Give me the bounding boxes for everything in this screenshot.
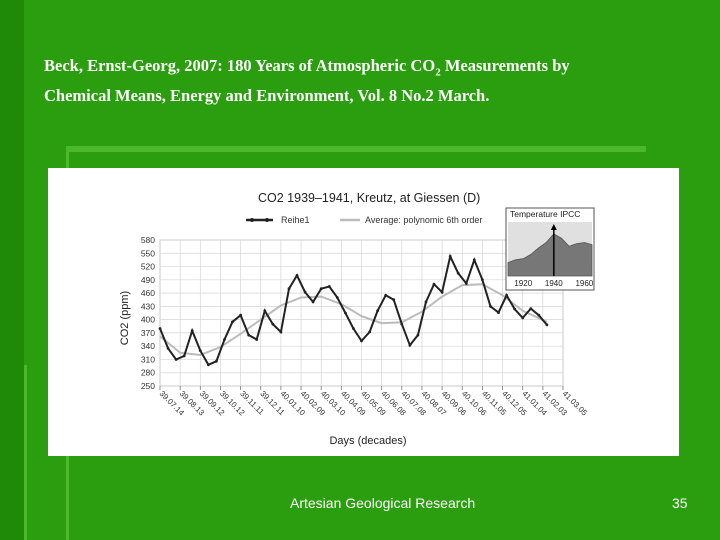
series-reihe1-point xyxy=(182,354,186,358)
series-reihe1-point xyxy=(472,258,476,262)
series-reihe1-point xyxy=(174,358,178,361)
series-reihe1-point xyxy=(497,311,500,314)
series-reihe1-point xyxy=(319,287,323,291)
background-dark-strip xyxy=(0,0,24,540)
series-reihe1-point xyxy=(207,363,210,367)
footer-text: Artesian Geological Research xyxy=(290,495,476,511)
series-reihe1-point xyxy=(424,300,428,304)
chart-panel: CO2 1939–1941, Kreutz, at Giessen (D) Re… xyxy=(48,168,679,456)
chart-title: CO2 1939–1941, Kreutz, at Giessen (D) xyxy=(258,191,480,205)
chart-legend: Reihe1 Average: polynomic 6th order xyxy=(246,215,482,225)
inset-arrow-head xyxy=(550,224,557,230)
series-reihe1-point xyxy=(384,293,388,297)
citation-line2: Chemical Means, Energy and Environment, … xyxy=(44,86,490,106)
series-reihe1-point xyxy=(344,311,347,315)
series-reihe1-point xyxy=(352,327,355,330)
y-tick-label: 250 xyxy=(141,381,155,391)
series-reihe1-point xyxy=(279,330,283,334)
series-reihe1-point xyxy=(255,338,259,341)
series-reihe1-point xyxy=(400,322,404,326)
co2-chart: CO2 1939–1941, Kreutz, at Giessen (D) Re… xyxy=(119,191,595,447)
y-tick-label: 460 xyxy=(141,288,155,298)
y-tick-label: 490 xyxy=(141,275,155,285)
temperature-inset: Temperature IPCC 1920 1940 1960 xyxy=(505,207,595,291)
series-reihe1-point xyxy=(432,282,436,286)
series-reihe1-point xyxy=(198,349,202,352)
series-reihe1-point xyxy=(335,296,339,299)
citation-subscript: 2 xyxy=(435,66,441,79)
y-tick-label: 580 xyxy=(141,235,155,245)
series-reihe1-point xyxy=(311,300,315,304)
series-reihe1-point xyxy=(231,320,234,324)
series-reihe1-point xyxy=(166,347,170,350)
series-reihe1-point xyxy=(287,287,291,291)
y-tick-label: 520 xyxy=(141,262,155,272)
series-reihe1-point xyxy=(505,293,508,297)
inset-title: Temperature IPCC xyxy=(510,209,580,219)
citation-line1-post: Measurements by xyxy=(440,56,570,75)
y-tick-label: 280 xyxy=(141,368,155,378)
series-reihe1-point xyxy=(360,339,363,343)
series-reihe1-point xyxy=(303,290,307,294)
series-reihe1-point xyxy=(489,305,492,308)
y-tick-label: 310 xyxy=(141,354,155,364)
legend-label-average: Average: polynomic 6th order xyxy=(365,215,482,225)
series-reihe1-point xyxy=(327,285,331,288)
background-decor-band xyxy=(66,146,646,152)
series-reihe1-point xyxy=(215,359,218,363)
inset-tick-label: 1920 xyxy=(514,279,532,288)
series-reihe1-point xyxy=(376,309,379,313)
series-reihe1-point xyxy=(481,278,484,282)
series-reihe1-point xyxy=(521,316,525,320)
series-reihe1-point xyxy=(392,298,396,302)
y-tick-label: 400 xyxy=(141,315,155,325)
y-tick-label: 340 xyxy=(141,341,155,351)
series-reihe1-point xyxy=(416,333,420,337)
series-reihe1-point xyxy=(263,309,267,313)
series-reihe1-point xyxy=(408,343,412,347)
inset-tick-label: 1960 xyxy=(575,279,593,288)
series-reihe1-point xyxy=(448,255,452,258)
series-reihe1-point xyxy=(158,327,162,330)
series-reihe1-point xyxy=(456,271,460,275)
series-reihe1-point xyxy=(545,323,549,327)
series-reihe1-point xyxy=(513,307,516,311)
y-axis-label: CO2 (ppm) xyxy=(119,291,131,345)
y-tick-label: 430 xyxy=(141,301,155,311)
background-decor-shadow xyxy=(24,365,27,540)
x-axis-label: Days (decades) xyxy=(329,435,406,447)
inset-tick-label: 1940 xyxy=(545,279,563,288)
citation-text: Beck, Ernst-Georg, 2007: 180 Years of At… xyxy=(44,54,704,108)
citation-line1-pre: Beck, Ernst-Georg, 2007: 180 Years of At… xyxy=(44,56,436,75)
y-tick-label: 370 xyxy=(141,328,155,338)
series-reihe1-point xyxy=(440,290,444,294)
series-reihe1-point xyxy=(529,307,533,310)
series-reihe1-point xyxy=(537,313,541,317)
page-number: 35 xyxy=(672,495,688,511)
series-reihe1-point xyxy=(247,333,251,337)
series-reihe1-point xyxy=(368,330,371,334)
series-reihe1-point xyxy=(190,329,194,333)
series-reihe1-point xyxy=(239,313,243,317)
legend-label-reihe1: Reihe1 xyxy=(281,215,310,225)
series-reihe1-point xyxy=(464,282,468,285)
y-tick-label: 550 xyxy=(141,248,155,258)
series-reihe1-point xyxy=(271,322,275,326)
series-reihe1-point xyxy=(295,274,299,277)
series-average-line xyxy=(159,283,548,357)
series-reihe1-point xyxy=(223,338,226,341)
